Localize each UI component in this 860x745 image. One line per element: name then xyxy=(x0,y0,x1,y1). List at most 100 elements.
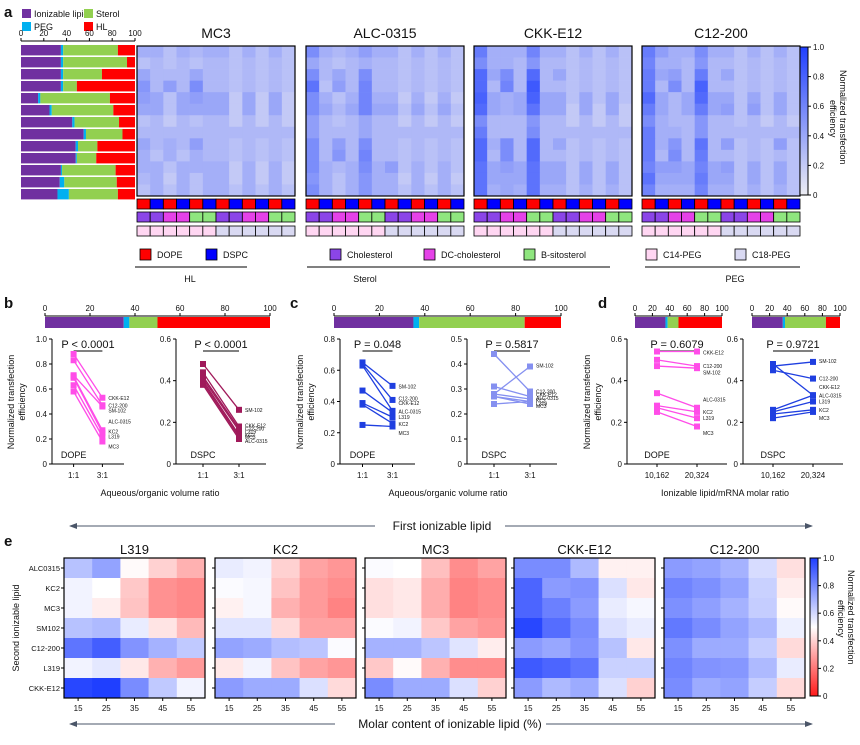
heatmap-cell xyxy=(500,103,514,116)
heatmap-cell xyxy=(539,115,554,128)
heatmap-cell xyxy=(539,103,554,116)
annotation-cell xyxy=(499,211,514,223)
heatmap-cell xyxy=(642,80,656,93)
heatmap-cell xyxy=(450,184,465,197)
heatmap-cell xyxy=(721,46,735,58)
heatmap-cell xyxy=(137,172,151,185)
heatmap-e-cell xyxy=(570,658,599,679)
heatmap-e-cell xyxy=(327,578,357,599)
annotation-cell xyxy=(189,211,204,223)
heatmap-e-cell xyxy=(449,578,479,599)
series-label: L319 xyxy=(536,401,547,407)
heatmap-cell xyxy=(526,138,541,151)
heatmap-e-cell xyxy=(243,678,272,699)
heatmap-cell xyxy=(216,103,230,116)
y-tick-label: 0.8 xyxy=(324,335,336,344)
heatmap-cell xyxy=(694,184,709,197)
heatmap-cell xyxy=(385,172,399,185)
heatmap-e-cell xyxy=(176,678,206,699)
heatmap-e-cell xyxy=(299,638,329,659)
heatmap-cell xyxy=(734,161,748,174)
heatmap-cell xyxy=(163,161,177,174)
heatmap-e-cell xyxy=(271,658,300,679)
heatmap-e-cell xyxy=(514,558,543,579)
heatmap-cell xyxy=(398,149,412,162)
series-label: ALC-0315 xyxy=(819,393,842,399)
heatmap-e-cell xyxy=(393,678,422,699)
col-label: 35 xyxy=(281,704,290,713)
heatmap-e-cell xyxy=(421,678,450,699)
annotation-cell xyxy=(654,198,669,210)
composition-tick-label: 60 xyxy=(466,304,475,313)
heatmap-cell xyxy=(450,149,465,162)
col-label: 25 xyxy=(102,704,111,713)
heatmap-cell xyxy=(189,92,204,104)
data-point xyxy=(770,361,776,367)
panel-label-d: d xyxy=(598,295,607,312)
composition-segment-sterol xyxy=(785,317,826,328)
y-tick-label: 0.5 xyxy=(451,335,463,344)
heatmap-e-cell xyxy=(120,678,149,699)
heatmap-cell xyxy=(424,69,438,81)
heatmap-e-cell xyxy=(514,638,543,659)
heatmap-title: C12-200 xyxy=(694,25,748,41)
heatmap-e-cell xyxy=(626,678,656,699)
heatmap-e-cell xyxy=(421,658,450,679)
heatmap-cell xyxy=(450,46,465,58)
data-point xyxy=(389,423,396,430)
composition-segment-sterol xyxy=(667,317,679,328)
annotation-cell xyxy=(410,211,425,223)
heatmap-e-cell xyxy=(271,558,300,579)
stacked-bar-segment-hl xyxy=(116,177,135,188)
series-line-c12-200 xyxy=(73,359,103,406)
series-line-ckk-e12 xyxy=(73,353,103,399)
heatmap-e-cell xyxy=(120,658,149,679)
stacked-bar-segment-hl xyxy=(96,153,135,164)
heatmap-cell xyxy=(358,184,373,197)
key-label: C14-PEG xyxy=(663,250,702,260)
heatmap-cell xyxy=(566,161,580,174)
annotation-cell xyxy=(539,198,554,210)
heatmap-e-title: CKK-E12 xyxy=(557,542,611,557)
col-label: 55 xyxy=(636,704,645,713)
colorbar-e-label: efficiency xyxy=(836,600,846,638)
series-label: CKK-E12 xyxy=(108,396,129,402)
data-point xyxy=(694,408,700,415)
heatmap-cell xyxy=(385,161,399,174)
heatmap-cell xyxy=(655,46,669,58)
heatmap-cell xyxy=(734,149,748,162)
heatmap-e-cell xyxy=(148,678,178,699)
heatmap-e-cell xyxy=(776,638,806,659)
y-tick-label: 0.2 xyxy=(160,418,172,427)
heatmap-cell xyxy=(371,172,386,185)
series-line-c12-200 xyxy=(202,376,240,429)
heatmap-cell xyxy=(371,161,386,174)
heatmap-e-cell xyxy=(570,598,599,619)
heatmap-cell xyxy=(668,149,682,162)
heatmap-cell xyxy=(605,57,620,70)
heatmap-cell xyxy=(681,126,695,139)
heatmap-frame xyxy=(136,45,296,197)
heatmap-e-cell xyxy=(243,618,272,639)
annotation-cell xyxy=(149,211,164,223)
annotation-cell xyxy=(720,198,735,210)
series-line-l319 xyxy=(772,400,814,413)
heatmap-e-cell xyxy=(776,658,806,679)
heatmap-cell xyxy=(319,115,333,128)
annotation-cell xyxy=(371,198,386,210)
heatmap-cell xyxy=(411,172,425,185)
heatmap-cell xyxy=(539,57,554,70)
annotation-cell xyxy=(681,211,696,223)
heatmap-cell xyxy=(786,46,801,58)
heatmap-cell xyxy=(642,126,656,139)
heatmap-cell xyxy=(681,69,695,81)
heatmap-cell xyxy=(242,115,256,128)
series-line-mc3 xyxy=(656,411,698,428)
heatmap-e-cell xyxy=(299,578,329,599)
heatmap-cell xyxy=(707,161,722,174)
heatmap-cell xyxy=(268,46,283,58)
key-swatch-c14-peg xyxy=(645,248,658,261)
heatmap-cell xyxy=(345,161,359,174)
heatmap-cell xyxy=(268,115,283,128)
heatmap-cell xyxy=(760,126,774,139)
